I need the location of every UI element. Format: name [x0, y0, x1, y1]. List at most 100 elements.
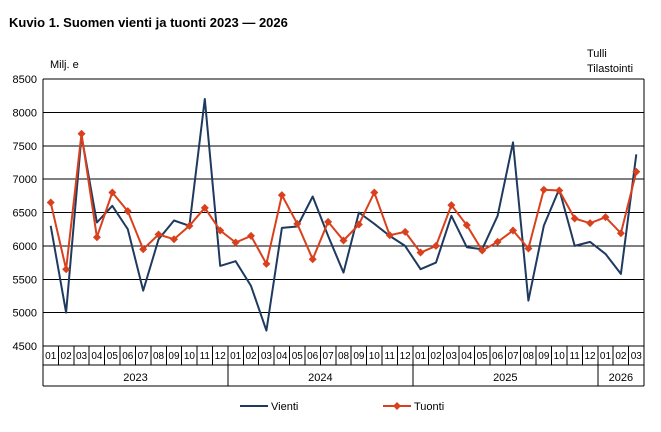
y-tick-label-5000: 5000 [13, 308, 37, 320]
legend-label-tuonti: Tuonti [414, 401, 444, 413]
point-tuonti-33 [555, 186, 564, 195]
point-tuonti-16 [293, 219, 302, 228]
y-tick-label-6500: 6500 [13, 208, 37, 220]
x-tick-label-13: 02 [245, 351, 257, 362]
series-line-vienti [49, 98, 638, 332]
point-tuonti-37 [616, 229, 625, 238]
x-tick-label-12: 01 [230, 351, 242, 362]
point-tuonti-18 [324, 217, 333, 226]
point-tuonti-26 [447, 201, 456, 210]
point-tuonti-28 [478, 246, 487, 255]
point-tuonti-7 [154, 230, 163, 239]
x-tick-label-0: 01 [45, 351, 57, 362]
x-tick-label-38: 03 [631, 351, 643, 362]
point-tuonti-23 [401, 227, 410, 236]
point-tuonti-20 [354, 220, 363, 229]
x-tick-label-1: 02 [61, 351, 73, 362]
x-tick-label-27: 04 [461, 351, 473, 362]
x-tick-label-5: 06 [122, 351, 134, 362]
x-tick-label-7: 08 [153, 351, 165, 362]
point-tuonti-4 [108, 188, 117, 197]
point-tuonti-6 [139, 245, 148, 254]
x-tick-label-6: 07 [138, 351, 150, 362]
x-tick-label-28: 05 [477, 351, 489, 362]
x-tick-label-18: 07 [323, 351, 335, 362]
point-tuonti-27 [462, 221, 471, 230]
x-tick-label-36: 01 [600, 351, 612, 362]
point-tuonti-32 [539, 185, 548, 194]
x-tick-label-29: 06 [492, 351, 504, 362]
point-tuonti-29 [493, 237, 502, 246]
source-line-2: Tilastointi [587, 63, 633, 75]
point-tuonti-17 [308, 255, 317, 264]
x-tick-label-11: 12 [215, 351, 227, 362]
point-tuonti-38 [632, 167, 641, 176]
point-tuonti-30 [509, 226, 518, 235]
x-tick-label-22: 11 [385, 351, 396, 362]
point-tuonti-11 [216, 226, 225, 235]
x-tick-label-31: 08 [523, 351, 535, 362]
point-tuonti-22 [385, 231, 394, 240]
point-tuonti-2 [77, 129, 86, 138]
point-tuonti-5 [123, 207, 132, 216]
x-tick-label-30: 07 [507, 351, 519, 362]
x-tick-label-26: 03 [446, 351, 458, 362]
x-tick-label-3: 04 [91, 351, 103, 362]
point-tuonti-10 [200, 203, 209, 212]
x-tick-label-34: 11 [569, 351, 580, 362]
year-label-2026: 2026 [609, 372, 633, 384]
point-tuonti-14 [262, 259, 271, 268]
x-tick-label-16: 05 [292, 351, 304, 362]
legend-label-vienti: Vienti [271, 401, 298, 413]
y-tick-label-8500: 8500 [13, 74, 37, 86]
x-tick-label-24: 01 [415, 351, 427, 362]
x-tick-label-14: 03 [261, 351, 273, 362]
point-tuonti-9 [185, 221, 194, 230]
point-tuonti-0 [46, 198, 55, 207]
point-tuonti-25 [431, 241, 440, 250]
x-tick-label-37: 02 [615, 351, 627, 362]
y-tick-label-7000: 7000 [13, 174, 37, 186]
x-tick-label-4: 05 [107, 351, 119, 362]
y-tick-label-4500: 4500 [13, 341, 37, 353]
y-tick-label-7500: 7500 [13, 141, 37, 153]
point-tuonti-13 [247, 231, 256, 240]
y-axis-unit-label: Milj. e [50, 59, 79, 71]
x-tick-label-20: 09 [353, 351, 365, 362]
point-tuonti-12 [231, 238, 240, 247]
point-tuonti-24 [416, 248, 425, 257]
x-tick-label-17: 06 [307, 351, 319, 362]
y-axis: 4500 5000 5500 6000 6500 7000 7500 8000 8500 [13, 74, 645, 353]
point-tuonti-8 [169, 235, 178, 244]
x-tick-label-2: 03 [76, 351, 88, 362]
x-tick-label-32: 09 [538, 351, 550, 362]
y-tick-label-8000: 8000 [13, 107, 37, 119]
legend: Vienti Tuonti [240, 401, 444, 413]
year-label-2023: 2023 [123, 372, 147, 384]
chart-title: Kuvio 1. Suomen vienti ja tuonti 2023 — … [9, 15, 288, 30]
x-tick-label-8: 09 [168, 351, 180, 362]
point-tuonti-19 [339, 236, 348, 245]
point-tuonti-1 [62, 265, 71, 274]
y-tick-label-6000: 6000 [13, 241, 37, 253]
x-tick-label-15: 04 [276, 351, 288, 362]
year-label-2025: 2025 [493, 372, 517, 384]
point-tuonti-31 [524, 244, 533, 253]
x-tick-label-25: 02 [430, 351, 442, 362]
point-tuonti-35 [586, 219, 595, 228]
source-line-1: Tulli [587, 48, 607, 60]
point-tuonti-34 [570, 214, 579, 223]
point-tuonti-36 [601, 213, 610, 222]
point-tuonti-3 [92, 233, 101, 242]
x-tick-label-23: 12 [400, 351, 412, 362]
x-tick-label-9: 10 [184, 351, 196, 362]
legend-marker-tuonti [393, 402, 401, 410]
series [46, 98, 641, 332]
x-tick-label-33: 10 [554, 351, 566, 362]
gridlines [43, 78, 644, 347]
x-axis: 01 02 03 04 05 06 07 08 09 10 11 12 01 02 03 04 05 06 07 08… [42, 346, 645, 387]
x-tick-label-19: 08 [338, 351, 350, 362]
x-tick-label-21: 10 [369, 351, 381, 362]
